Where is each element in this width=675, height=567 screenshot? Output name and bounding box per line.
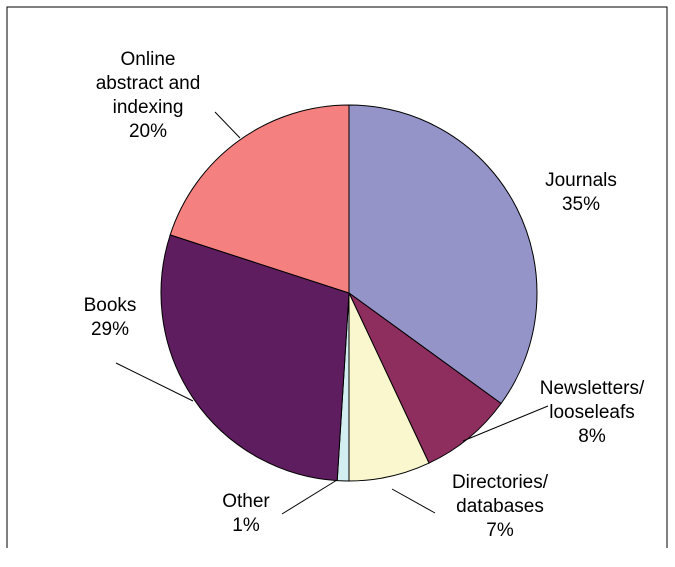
slice-percent: 8% xyxy=(578,426,606,447)
plot-area-border xyxy=(6,6,668,548)
slice-label-other: Other 1% xyxy=(222,491,270,536)
slice-label-books: Books 29% xyxy=(84,295,137,340)
slice-percent: 1% xyxy=(232,515,260,536)
leader-lines-layer xyxy=(115,111,549,515)
slice-percent: 20% xyxy=(129,121,167,142)
slice-label-directories-databases: Directories/databases 7% xyxy=(452,472,549,541)
slice-label-line: Journals xyxy=(545,170,617,191)
leader-line-online-abstract-and-indexing xyxy=(214,111,241,139)
slice-label-online-abstract-and-indexing: Online abstract and indexing 20% xyxy=(96,49,201,142)
leader-line-books xyxy=(115,362,194,402)
slice-label-line: databases xyxy=(456,496,544,517)
slice-label-journals: Journals 35% xyxy=(545,170,617,215)
slice-label-line: Online xyxy=(121,49,176,70)
slice-label-line: Directories/ xyxy=(452,472,549,493)
slice-label-line: Newsletters/ xyxy=(540,378,645,399)
pie-slice-journals xyxy=(348,104,538,405)
leader-line-directories-databases xyxy=(391,488,436,514)
pie-slice-books xyxy=(160,234,350,482)
slice-label-line: Books xyxy=(84,295,137,316)
labels-layer: Journals 35% Newsletters/looseleafs 8% Direc… xyxy=(84,49,645,541)
slice-percent: 7% xyxy=(486,520,514,541)
slice-label-line: abstract and xyxy=(96,73,201,94)
slice-label-line: indexing xyxy=(113,97,184,118)
slices-layer xyxy=(160,104,538,482)
slice-percent: 29% xyxy=(91,319,129,340)
leader-line-newsletters-looseleafs xyxy=(462,405,549,442)
pie-slice-newsletters-looseleafs xyxy=(348,292,502,464)
slice-label-newsletters-looseleafs: Newsletters/looseleafs 8% xyxy=(540,378,645,447)
leader-line-other xyxy=(281,479,338,515)
pie-slice-online-abstract-and-indexing xyxy=(169,104,350,294)
slice-label-line: looseleafs xyxy=(549,402,635,423)
slice-label-line: Other xyxy=(222,491,270,512)
slice-percent: 35% xyxy=(562,194,600,215)
